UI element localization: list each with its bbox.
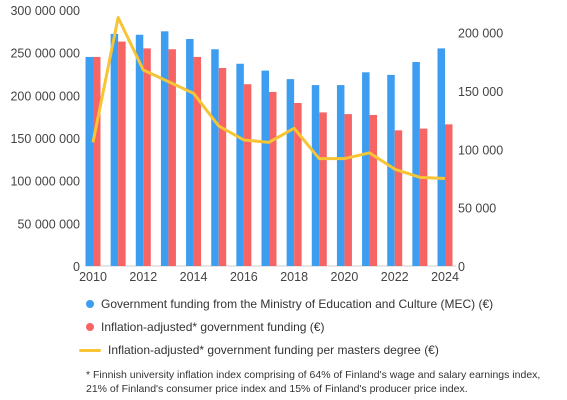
legend-marker-mec	[86, 300, 94, 308]
x-tick-label: 2012	[129, 270, 157, 284]
bar-mec	[387, 74, 395, 266]
line-per-degree	[91, 16, 446, 180]
bar-adjusted	[218, 68, 227, 266]
legend-marker-adjusted	[86, 323, 94, 331]
legend-marker-per-degree	[79, 348, 101, 352]
legend-item-mec: Government funding from the Ministry of …	[86, 297, 493, 311]
bar-mec	[160, 31, 169, 267]
x-tick-label: 2014	[180, 270, 208, 284]
chart-svg: 0 50 000 000 100 000 000 150 000 000 200 000…	[10, 4, 503, 284]
bar-adjusted	[319, 112, 327, 267]
bar-mec	[186, 39, 194, 266]
bar-adjusted	[143, 48, 151, 267]
legend-item-adjusted: Inflation-adjusted* government funding (…	[86, 320, 324, 334]
bar-adjusted	[243, 84, 252, 267]
y-tick-label: 0	[73, 260, 80, 274]
x-tick-label: 2022	[381, 270, 409, 284]
bar-adjusted	[118, 41, 126, 266]
bar-mec	[286, 79, 295, 267]
y2-tick-label: 150 000	[458, 85, 503, 99]
bar-mec	[362, 72, 370, 266]
legend-item-per-degree: Inflation-adjusted* government funding p…	[79, 343, 439, 357]
y-tick-label: 100 000 000	[10, 175, 80, 189]
y-tick-label: 300 000 000	[10, 4, 80, 18]
bar-adjusted	[193, 56, 202, 266]
bar-mec	[336, 85, 345, 267]
bar-mec	[110, 33, 119, 266]
x-tick-label: 2020	[331, 270, 359, 284]
y2-tick-label: 50 000	[458, 202, 496, 216]
bar-mec	[85, 56, 93, 266]
chart: 0 50 000 000 100 000 000 150 000 000 200 000…	[10, 4, 503, 284]
y-tick-label: 50 000 000	[17, 217, 80, 231]
bar-adjusted	[419, 128, 428, 266]
x-tick-label: 2016	[230, 270, 258, 284]
y2-tick-label: 100 000	[458, 143, 503, 157]
bar-adjusted	[369, 114, 378, 267]
footnote-line-2: 21% of Finland's consumer price index an…	[86, 383, 468, 395]
bar-mec	[211, 49, 219, 267]
y2-tick-label: 0	[458, 260, 465, 274]
bar-mec	[236, 63, 244, 267]
y2-tick-label: 200 000	[458, 27, 503, 41]
legend-label-adjusted: Inflation-adjusted* government funding (…	[101, 320, 325, 334]
y-tick-label: 150 000 000	[10, 132, 80, 146]
bar-mec	[412, 62, 420, 267]
footnote-line-1: * Finnish university inflation index com…	[86, 369, 541, 381]
bar-adjusted	[394, 130, 403, 266]
x-tick-label: 2024	[431, 270, 459, 284]
x-tick-label: 2010	[79, 270, 107, 284]
legend-label-per-degree: Inflation-adjusted* government funding p…	[108, 343, 439, 357]
bar-mec	[261, 70, 269, 266]
bar-mec	[311, 85, 320, 267]
bar-mec	[135, 34, 144, 266]
bar-adjusted	[445, 124, 453, 266]
footnote: * Finnish university inflation index com…	[86, 368, 561, 396]
bar-adjusted	[168, 49, 176, 267]
y-tick-label: 200 000 000	[10, 89, 80, 103]
x-tick-label: 2018	[280, 270, 308, 284]
bar-adjusted	[269, 91, 277, 266]
bar-adjusted	[344, 114, 352, 267]
legend-label-mec: Government funding from the Ministry of …	[101, 297, 494, 311]
y-tick-label: 250 000 000	[10, 47, 80, 61]
bar-adjusted	[93, 56, 101, 266]
bar-mec	[437, 48, 445, 267]
bar-adjusted	[294, 103, 302, 266]
